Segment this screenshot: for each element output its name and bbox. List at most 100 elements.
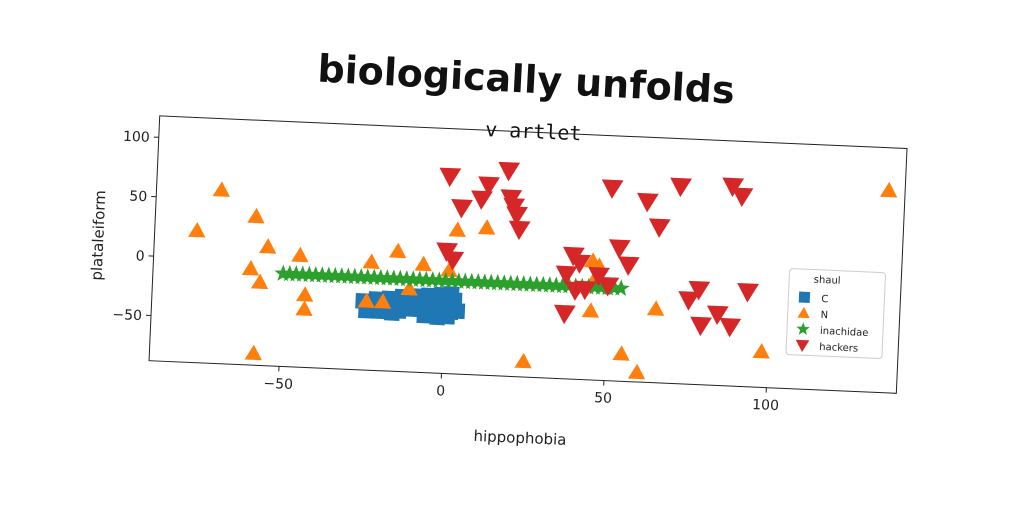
- point-inachidae: [553, 276, 572, 294]
- point-inachidae: [287, 265, 305, 282]
- legend-marker-hackers: [795, 339, 810, 352]
- point-inachidae: [280, 264, 299, 282]
- point-inachidae: [293, 265, 312, 283]
- point-hackers: [678, 291, 701, 311]
- point-n: [752, 343, 770, 359]
- point-c: [416, 307, 433, 324]
- x-tick-label: 50: [594, 390, 613, 407]
- point-hackers: [601, 179, 624, 199]
- y-tick-label: 0: [135, 248, 145, 264]
- point-n: [414, 255, 432, 272]
- point-c: [420, 287, 437, 304]
- point-inachidae: [501, 274, 520, 292]
- point-inachidae: [508, 274, 526, 292]
- point-hackers: [439, 167, 462, 188]
- point-hackers: [648, 218, 671, 238]
- point-inachidae: [423, 271, 442, 288]
- point-hackers: [554, 304, 576, 325]
- point-inachidae: [430, 271, 448, 289]
- point-n: [879, 181, 898, 198]
- point-n: [400, 280, 418, 296]
- y-tick-label: −50: [112, 307, 142, 324]
- point-hackers: [719, 317, 742, 338]
- point-inachidae: [586, 278, 604, 295]
- point-c: [439, 308, 456, 325]
- point-inachidae: [397, 269, 416, 287]
- point-n: [514, 352, 532, 369]
- point-inachidae: [320, 266, 338, 284]
- legend-label-c: C: [821, 294, 828, 305]
- point-n: [258, 238, 277, 254]
- point-n: [241, 260, 260, 276]
- point-inachidae: [527, 275, 546, 293]
- point-inachidae: [475, 273, 494, 291]
- point-inachidae: [326, 266, 344, 284]
- point-hackers: [442, 251, 465, 271]
- point-hackers: [555, 265, 578, 286]
- point-inachidae: [274, 264, 292, 282]
- point-n: [612, 345, 630, 361]
- point-hackers: [608, 239, 631, 259]
- point-inachidae: [313, 266, 331, 283]
- point-inachidae: [592, 278, 611, 296]
- point-inachidae: [469, 273, 487, 290]
- point-inachidae: [410, 270, 429, 288]
- chart-suptitle: biologically unfolds: [317, 47, 736, 113]
- point-hackers: [706, 305, 729, 325]
- legend-marker-inachidae: [796, 322, 810, 336]
- point-inachidae: [443, 271, 461, 289]
- x-tick-label: 0: [436, 383, 446, 399]
- point-hackers: [471, 190, 493, 210]
- legend-marker-n: [797, 306, 810, 319]
- point-inachidae: [449, 272, 468, 289]
- point-inachidae: [300, 265, 318, 283]
- point-inachidae: [378, 269, 396, 286]
- point-inachidae: [391, 269, 409, 287]
- point-n: [295, 300, 313, 317]
- point-n: [357, 292, 375, 309]
- x-axis-label: hippophobia: [473, 427, 567, 449]
- point-n: [247, 207, 265, 224]
- point-inachidae: [436, 271, 455, 289]
- point-n: [581, 302, 600, 318]
- point-inachidae: [514, 275, 533, 292]
- point-hackers: [451, 199, 473, 219]
- legend-box: [785, 268, 886, 360]
- point-hackers: [670, 177, 692, 198]
- point-inachidae: [482, 273, 500, 291]
- point-inachidae: [352, 267, 370, 285]
- point-n: [646, 300, 665, 316]
- point-n: [362, 253, 380, 269]
- y-tick-label: 100: [123, 129, 150, 146]
- point-hackers: [688, 280, 711, 301]
- point-inachidae: [612, 279, 630, 297]
- point-inachidae: [346, 267, 364, 285]
- point-inachidae: [339, 267, 357, 285]
- chart-suptitle-group: biologically unfolds: [317, 47, 736, 113]
- point-n: [295, 286, 314, 302]
- point-inachidae: [359, 268, 377, 285]
- point-inachidae: [417, 270, 435, 288]
- point-hackers: [690, 316, 712, 337]
- point-n: [373, 293, 392, 309]
- point-n: [212, 181, 230, 197]
- point-hackers: [722, 177, 745, 198]
- point-hackers: [574, 280, 597, 301]
- point-inachidae: [463, 272, 481, 290]
- point-inachidae: [333, 267, 351, 284]
- data-points: [188, 161, 898, 380]
- point-hackers: [637, 192, 659, 213]
- point-inachidae: [495, 274, 513, 291]
- x-tick-label: −50: [263, 376, 293, 393]
- point-hackers: [506, 206, 528, 226]
- point-hackers: [617, 256, 640, 276]
- y-axis: −50 0 50 100: [112, 129, 159, 324]
- x-axis: −50 0 50 100: [263, 366, 779, 414]
- point-inachidae: [488, 273, 507, 291]
- x-tick-label: 100: [752, 397, 779, 414]
- point-inachidae: [371, 268, 390, 286]
- point-n: [250, 273, 269, 290]
- point-inachidae: [547, 276, 565, 294]
